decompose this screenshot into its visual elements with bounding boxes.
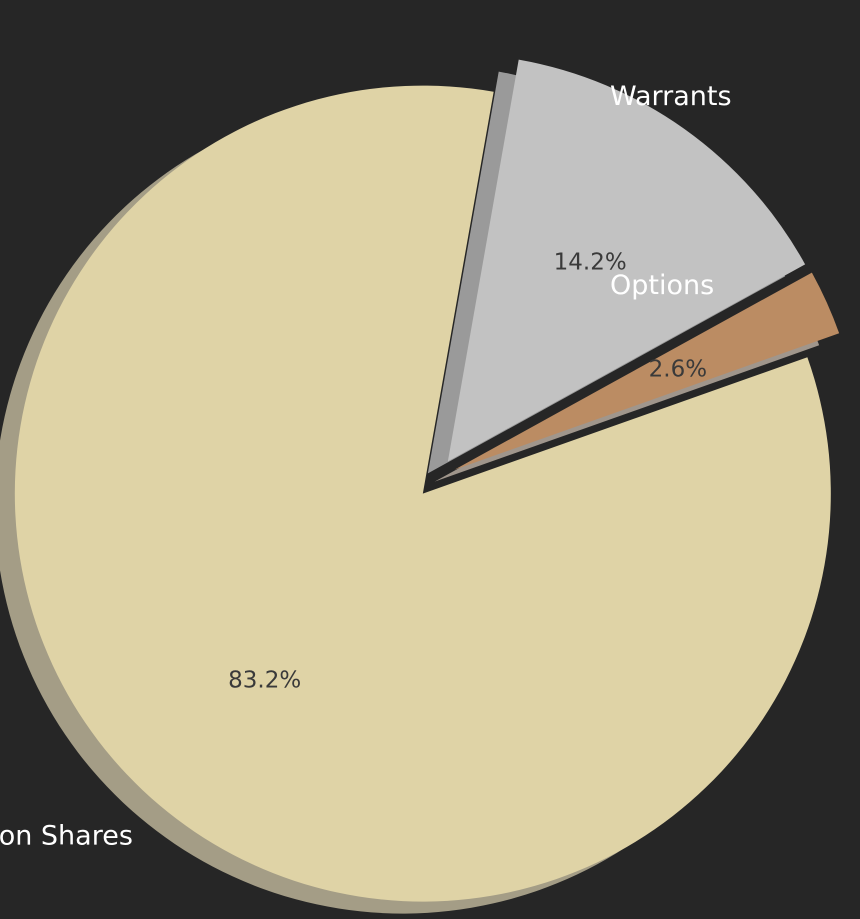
pct-label-options: 2.6%	[649, 356, 707, 382]
slice-label-common-shares: Common Shares	[0, 821, 133, 852]
pct-label-warrants: 14.2%	[554, 249, 627, 275]
slice-warrants	[447, 59, 806, 462]
percent-labels: 83.2% 2.6% 14.2%	[228, 249, 707, 693]
slice-label-warrants: Warrants	[610, 81, 732, 112]
slice-labels: Common Shares Options Warrants	[0, 81, 732, 852]
slice-options	[454, 272, 840, 470]
slices	[14, 59, 840, 902]
slice-label-options: Options	[610, 270, 714, 301]
pct-label-common-shares: 83.2%	[228, 667, 301, 693]
slice-common-shares	[14, 85, 831, 902]
